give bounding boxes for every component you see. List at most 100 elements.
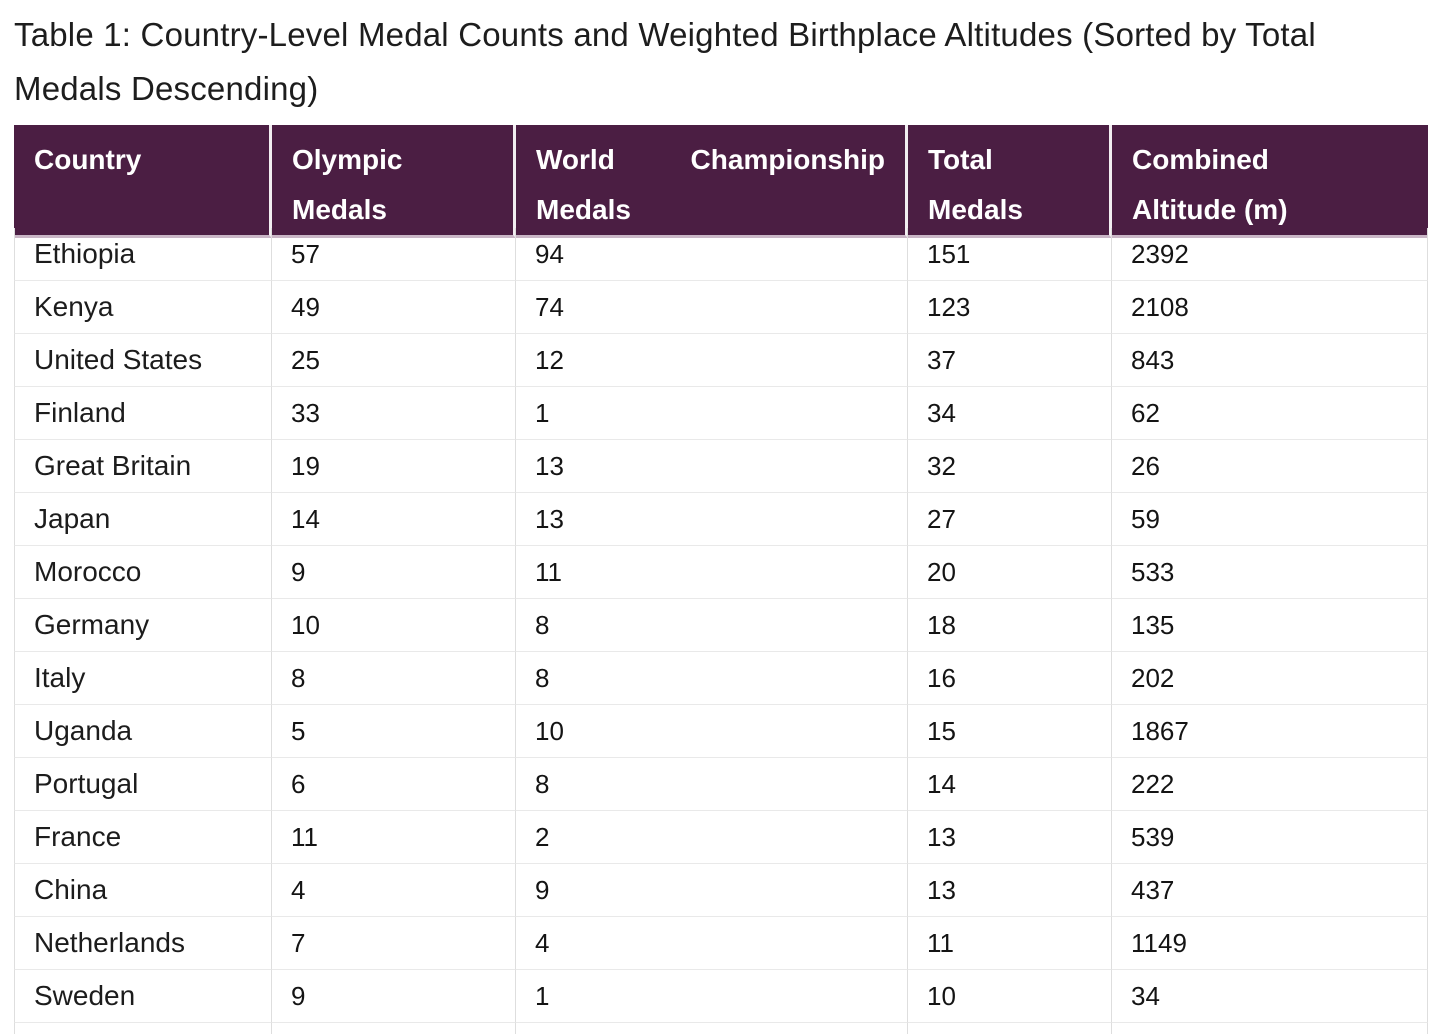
olympic-medals-cell bbox=[272, 1023, 516, 1034]
country-cell: Germany bbox=[14, 599, 272, 652]
table-row: Finland 33 1 34 62 bbox=[14, 387, 1428, 440]
total-medals-cell: 18 bbox=[908, 599, 1112, 652]
world-medals-cell: 74 bbox=[516, 281, 908, 334]
altitude-cell: 26 bbox=[1112, 440, 1428, 493]
olympic-medals-cell: 9 bbox=[272, 546, 516, 599]
olympic-medals-cell: 57 bbox=[272, 228, 516, 281]
table-row: Morocco 9 11 20 533 bbox=[14, 546, 1428, 599]
olympic-medals-cell: 33 bbox=[272, 387, 516, 440]
altitude-cell: 1149 bbox=[1112, 917, 1428, 970]
table-row: Ethiopia 57 94 151 2392 bbox=[14, 228, 1428, 281]
table-row: United States 25 12 37 843 bbox=[14, 334, 1428, 387]
altitude-cell: 2392 bbox=[1112, 228, 1428, 281]
olympic-medals-cell: 9 bbox=[272, 970, 516, 1023]
column-header-world-championship-medals: World Championship Medals bbox=[516, 125, 908, 238]
world-medals-cell: 8 bbox=[516, 652, 908, 705]
table-row: Uganda 5 10 15 1867 bbox=[14, 705, 1428, 758]
olympic-medals-cell: 11 bbox=[272, 811, 516, 864]
total-medals-cell: 32 bbox=[908, 440, 1112, 493]
country-cell: Kenya bbox=[14, 281, 272, 334]
world-medals-cell: 1 bbox=[516, 387, 908, 440]
column-header-country: Country bbox=[14, 125, 272, 238]
table-row: Japan 14 13 27 59 bbox=[14, 493, 1428, 546]
column-header-country-label: Country bbox=[34, 144, 142, 175]
world-medals-cell: 13 bbox=[516, 440, 908, 493]
olympic-medals-cell: 6 bbox=[272, 758, 516, 811]
table-title: Table 1: Country-Level Medal Counts and … bbox=[14, 8, 1432, 116]
total-medals-cell: 20 bbox=[908, 546, 1112, 599]
column-header-world-word2: Championship bbox=[690, 144, 885, 175]
world-medals-cell: 8 bbox=[516, 599, 908, 652]
country-cell: Sweden bbox=[14, 970, 272, 1023]
total-medals-cell: 13 bbox=[908, 811, 1112, 864]
altitude-cell: 135 bbox=[1112, 599, 1428, 652]
table-row: Italy 8 8 16 202 bbox=[14, 652, 1428, 705]
column-header-olympic-line1: Olympic bbox=[292, 144, 403, 175]
altitude-cell: 59 bbox=[1112, 493, 1428, 546]
world-medals-cell: 4 bbox=[516, 917, 908, 970]
total-medals-cell: 16 bbox=[908, 652, 1112, 705]
altitude-cell: 202 bbox=[1112, 652, 1428, 705]
altitude-cell: 843 bbox=[1112, 334, 1428, 387]
world-medals-cell bbox=[516, 1023, 908, 1034]
column-header-world-word1: World bbox=[536, 144, 615, 175]
column-header-world-line2: Medals bbox=[536, 194, 631, 225]
world-medals-cell: 13 bbox=[516, 493, 908, 546]
country-cell: United States bbox=[14, 334, 272, 387]
total-medals-cell bbox=[908, 1023, 1112, 1034]
country-cell: Netherlands bbox=[14, 917, 272, 970]
country-cell: France bbox=[14, 811, 272, 864]
olympic-medals-cell: 25 bbox=[272, 334, 516, 387]
total-medals-cell: 15 bbox=[908, 705, 1112, 758]
altitude-cell bbox=[1112, 1023, 1428, 1034]
country-cell: Morocco bbox=[14, 546, 272, 599]
olympic-medals-cell: 7 bbox=[272, 917, 516, 970]
olympic-medals-cell: 49 bbox=[272, 281, 516, 334]
total-medals-cell: 10 bbox=[908, 970, 1112, 1023]
total-medals-cell: 123 bbox=[908, 281, 1112, 334]
column-header-world-line1: World Championship bbox=[536, 135, 885, 185]
column-header-olympic-medals: Olympic Medals bbox=[272, 125, 516, 238]
country-cell: Italy bbox=[14, 652, 272, 705]
world-medals-cell: 8 bbox=[516, 758, 908, 811]
total-medals-cell: 37 bbox=[908, 334, 1112, 387]
country-cell: Ethiopia bbox=[14, 228, 272, 281]
olympic-medals-cell: 19 bbox=[272, 440, 516, 493]
column-header-altitude-line1: Combined bbox=[1132, 144, 1269, 175]
altitude-cell: 2108 bbox=[1112, 281, 1428, 334]
table-row: Kenya 49 74 123 2108 bbox=[14, 281, 1428, 334]
world-medals-cell: 2 bbox=[516, 811, 908, 864]
altitude-cell: 1867 bbox=[1112, 705, 1428, 758]
table-row: Portugal 6 8 14 222 bbox=[14, 758, 1428, 811]
table-row: Netherlands 7 4 11 1149 bbox=[14, 917, 1428, 970]
table-row: France 11 2 13 539 bbox=[14, 811, 1428, 864]
world-medals-cell: 1 bbox=[516, 970, 908, 1023]
altitude-cell: 539 bbox=[1112, 811, 1428, 864]
table-row: Great Britain 19 13 32 26 bbox=[14, 440, 1428, 493]
world-medals-cell: 11 bbox=[516, 546, 908, 599]
country-cell: Great Britain bbox=[14, 440, 272, 493]
olympic-medals-cell: 14 bbox=[272, 493, 516, 546]
olympic-medals-cell: 10 bbox=[272, 599, 516, 652]
total-medals-cell: 27 bbox=[908, 493, 1112, 546]
column-header-total-medals: Total Medals bbox=[908, 125, 1112, 238]
olympic-medals-cell: 8 bbox=[272, 652, 516, 705]
table-title-line2: Medals Descending) bbox=[14, 70, 319, 107]
column-header-olympic-line2: Medals bbox=[292, 194, 387, 225]
country-cell: China bbox=[14, 864, 272, 917]
column-header-altitude-line2: Altitude (m) bbox=[1132, 194, 1288, 225]
table-body: Ethiopia 57 94 151 2392 Kenya 49 74 123 … bbox=[14, 228, 1428, 1023]
total-medals-cell: 151 bbox=[908, 228, 1112, 281]
column-header-combined-altitude: Combined Altitude (m) bbox=[1112, 125, 1428, 238]
altitude-cell: 533 bbox=[1112, 546, 1428, 599]
table-row: Germany 10 8 18 135 bbox=[14, 599, 1428, 652]
total-medals-cell: 11 bbox=[908, 917, 1112, 970]
country-cell: Finland bbox=[14, 387, 272, 440]
country-cell: Uganda bbox=[14, 705, 272, 758]
medal-table: Country Olympic Medals World Championshi… bbox=[14, 125, 1428, 1034]
total-medals-cell: 14 bbox=[908, 758, 1112, 811]
total-medals-cell: 34 bbox=[908, 387, 1112, 440]
country-cell: Portugal bbox=[14, 758, 272, 811]
table-header-row: Country Olympic Medals World Championshi… bbox=[14, 125, 1428, 238]
